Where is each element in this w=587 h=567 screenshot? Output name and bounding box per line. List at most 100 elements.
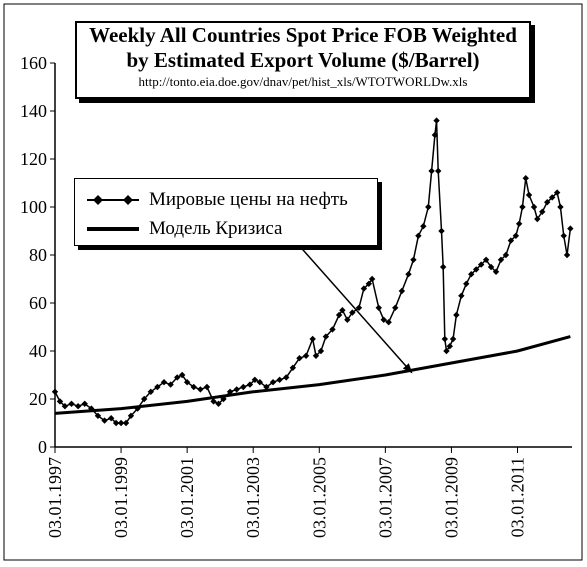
price-point xyxy=(283,374,290,381)
price-point xyxy=(117,419,125,427)
y-tick-label: 140 xyxy=(20,101,47,121)
price-point xyxy=(512,232,520,239)
legend-item-price: Мировые цены на нефть xyxy=(85,188,348,212)
price-point xyxy=(534,215,541,223)
price-point xyxy=(302,352,310,359)
price-point xyxy=(410,256,417,263)
model-line-path xyxy=(54,335,571,415)
price-point xyxy=(385,319,392,326)
price-point xyxy=(317,347,325,355)
price-point xyxy=(233,386,240,393)
price-point xyxy=(296,355,303,362)
price-point xyxy=(449,335,457,343)
price-point xyxy=(190,383,197,391)
price-point xyxy=(477,261,485,268)
legend-swatch-model xyxy=(87,227,139,231)
price-point xyxy=(439,263,447,271)
price-point xyxy=(127,412,135,419)
price-point xyxy=(507,237,515,244)
price-point xyxy=(56,398,64,405)
price-point xyxy=(68,400,75,407)
chart-source-url: http://tonto.eia.doe.gov/dnav/pet/hist_x… xyxy=(138,74,468,89)
price-point xyxy=(375,304,382,311)
price-point xyxy=(553,189,561,196)
legend-label-model: Модель Кризиса xyxy=(149,218,283,239)
price-point xyxy=(215,400,222,407)
price-point xyxy=(492,268,500,275)
price-point xyxy=(441,335,449,343)
price-point xyxy=(431,131,439,139)
price-point xyxy=(322,333,330,340)
price-point xyxy=(515,220,523,227)
price-point xyxy=(240,383,247,391)
price-point xyxy=(101,417,108,424)
price-point xyxy=(539,208,546,215)
y-tick-label: 100 xyxy=(20,197,47,217)
legend: Мировые цены на нефть Модель Кризиса xyxy=(74,178,378,246)
x-tick-label: 03.01.1999 xyxy=(111,457,131,538)
price-point xyxy=(88,405,95,412)
price-point xyxy=(563,251,571,259)
price-point xyxy=(433,117,440,124)
price-point xyxy=(263,383,270,391)
price-point xyxy=(525,191,533,199)
price-point xyxy=(472,266,480,273)
axes: 0 20 40 60 80 100 120 140 160 03.01.1997 03.01.199… xyxy=(20,53,572,538)
price-point xyxy=(398,287,406,295)
price-point xyxy=(289,364,297,371)
price-point xyxy=(463,280,470,287)
price-point xyxy=(122,419,130,427)
price-point xyxy=(167,381,174,388)
price-point xyxy=(435,167,442,175)
x-tick-label: 03.01.2009 xyxy=(441,457,461,538)
x-tick-label: 03.01.1997 xyxy=(45,457,65,538)
price-point xyxy=(339,307,346,314)
price-point xyxy=(107,415,115,422)
y-tick-label: 40 xyxy=(29,341,47,361)
price-point xyxy=(312,352,320,359)
price-point xyxy=(329,326,336,333)
price-point xyxy=(61,403,69,410)
price-point xyxy=(197,386,204,393)
price-point xyxy=(557,203,564,211)
price-point xyxy=(112,419,120,427)
price-point xyxy=(210,398,217,405)
price-point xyxy=(392,304,399,311)
price-point xyxy=(269,379,277,386)
series-price-line xyxy=(51,117,574,427)
price-point xyxy=(335,311,343,319)
y-tick-label: 80 xyxy=(29,245,47,265)
price-point xyxy=(428,167,435,175)
price-point xyxy=(251,376,259,383)
price-point xyxy=(446,343,453,350)
price-point xyxy=(453,311,460,319)
price-point xyxy=(548,194,556,201)
price-point xyxy=(560,232,567,239)
price-point xyxy=(458,292,465,299)
y-tick-label: 120 xyxy=(20,149,47,169)
price-point xyxy=(487,263,495,271)
y-tick-label: 60 xyxy=(29,293,47,313)
price-point xyxy=(220,395,227,403)
price-point xyxy=(405,271,412,278)
price-point xyxy=(349,309,356,316)
chart-subtitle: by Estimated Export Volume ($/Barrel) xyxy=(126,48,480,72)
price-point xyxy=(203,383,211,391)
price-point xyxy=(360,285,368,292)
price-point xyxy=(365,280,373,287)
x-tick-label: 03.01.2007 xyxy=(375,457,395,538)
price-point xyxy=(276,376,283,383)
price-point xyxy=(468,271,475,278)
y-tick-label: 20 xyxy=(29,389,47,409)
x-tick-label: 03.01.2003 xyxy=(243,457,263,538)
price-point xyxy=(344,316,351,323)
legend-label-price: Мировые цены на нефть xyxy=(149,189,348,210)
legend-swatch-price xyxy=(87,195,139,205)
price-point xyxy=(178,371,186,379)
price-point xyxy=(425,203,432,211)
x-tick-label: 03.01.2001 xyxy=(177,457,197,538)
price-point xyxy=(226,388,234,395)
price-point xyxy=(380,316,387,323)
price-point xyxy=(522,175,529,182)
price-point xyxy=(368,275,376,283)
